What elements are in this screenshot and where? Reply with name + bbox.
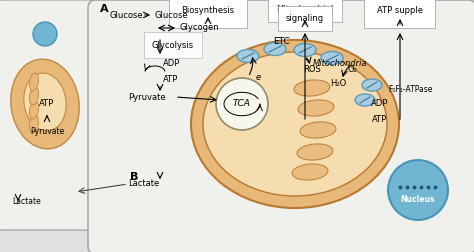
Circle shape	[33, 22, 57, 46]
Text: Lactate: Lactate	[12, 198, 41, 206]
Text: Mitochondrial: Mitochondrial	[276, 5, 334, 14]
Text: Lactate: Lactate	[128, 179, 159, 188]
Text: ATP: ATP	[373, 114, 388, 123]
Text: B: B	[130, 172, 138, 182]
Ellipse shape	[362, 79, 382, 91]
Text: Biosynthesis: Biosynthesis	[182, 6, 235, 15]
Text: ADP: ADP	[371, 100, 389, 109]
Ellipse shape	[300, 122, 336, 138]
Text: e: e	[255, 73, 261, 81]
Text: Glycolysis: Glycolysis	[152, 41, 194, 49]
Text: ETC: ETC	[273, 37, 291, 46]
Text: Pyruvate: Pyruvate	[128, 92, 165, 102]
Text: ATP: ATP	[163, 76, 178, 84]
Text: ATP supple: ATP supple	[377, 6, 423, 15]
Text: ADP: ADP	[163, 59, 181, 69]
Text: Glycogen: Glycogen	[180, 23, 219, 33]
Text: Glucose: Glucose	[155, 11, 189, 19]
Ellipse shape	[29, 87, 39, 105]
Text: signaling: signaling	[286, 14, 324, 23]
Ellipse shape	[297, 144, 333, 160]
Text: ATP: ATP	[39, 100, 55, 109]
Ellipse shape	[11, 59, 79, 149]
Ellipse shape	[294, 44, 316, 56]
Text: A: A	[100, 4, 109, 14]
Text: TCA: TCA	[233, 100, 251, 109]
Text: Nucleus: Nucleus	[401, 196, 435, 205]
Text: H₂O: H₂O	[330, 79, 346, 88]
Ellipse shape	[292, 164, 328, 180]
FancyBboxPatch shape	[0, 0, 96, 230]
Ellipse shape	[24, 73, 66, 131]
Ellipse shape	[294, 80, 330, 96]
Text: Pyruvate: Pyruvate	[30, 127, 64, 136]
Circle shape	[216, 78, 268, 130]
Ellipse shape	[237, 49, 259, 62]
Ellipse shape	[298, 100, 334, 116]
Text: Glucose: Glucose	[110, 11, 144, 19]
Ellipse shape	[203, 52, 387, 196]
Text: ROS: ROS	[303, 66, 321, 75]
Ellipse shape	[191, 40, 399, 208]
Ellipse shape	[264, 43, 286, 55]
Text: O₂: O₂	[347, 66, 357, 75]
Ellipse shape	[321, 51, 343, 65]
Ellipse shape	[29, 115, 39, 133]
Ellipse shape	[355, 94, 375, 106]
Ellipse shape	[29, 73, 39, 91]
Ellipse shape	[29, 101, 39, 119]
Circle shape	[388, 160, 448, 220]
Text: F₀F₁-ATPase: F₀F₁-ATPase	[388, 85, 432, 94]
Text: Mitochondria: Mitochondria	[313, 59, 367, 69]
FancyBboxPatch shape	[88, 0, 474, 252]
